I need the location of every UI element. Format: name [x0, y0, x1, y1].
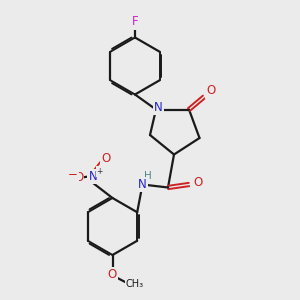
Text: N: N: [138, 178, 147, 191]
Text: +: +: [96, 167, 103, 176]
Text: N: N: [154, 100, 163, 114]
Text: O: O: [74, 171, 83, 184]
Text: −: −: [68, 168, 77, 181]
Text: N: N: [88, 170, 98, 183]
Text: CH₃: CH₃: [126, 279, 144, 290]
Text: O: O: [206, 84, 215, 98]
Text: H: H: [144, 171, 152, 181]
Text: F: F: [132, 15, 138, 28]
Text: O: O: [101, 152, 110, 165]
Text: O: O: [194, 176, 202, 190]
Text: O: O: [108, 268, 117, 281]
